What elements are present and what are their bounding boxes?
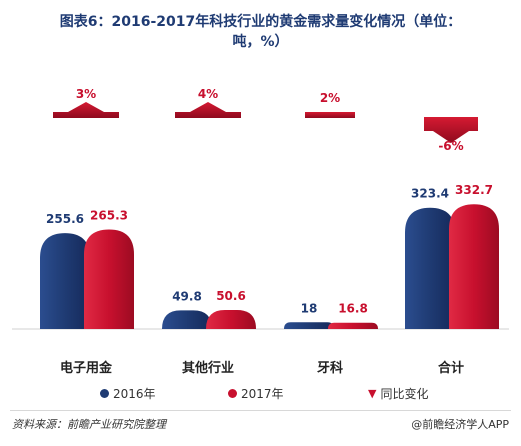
bar-2017-2 [328,322,378,329]
data-label-2017-3: 332.7 [455,183,493,197]
data-label-2017-2: 16.8 [338,302,368,316]
footer-divider [10,410,511,411]
change-label-0: 3% [76,87,96,101]
data-label-2017-1: 50.6 [216,289,246,303]
legend-label-change: 同比变化 [380,387,429,401]
chart-title: 图表6：2016-2017年科技行业的黄金需求量变化情况（单位： 吨，%） [0,12,521,52]
bar-2017-3 [449,204,499,329]
down-arrow-icon: ▼ [368,387,377,400]
data-label-2016-1: 49.8 [172,289,202,303]
change-arrow-2 [305,112,355,118]
change-arrow-0 [53,102,119,118]
legend-item-2016: 2016年 [100,385,156,402]
legend-item-change: ▼ 同比变化 [368,385,428,402]
category-label-1: 其他行业 [182,360,234,376]
change-arrow-1 [175,102,241,118]
legend-swatch-2017 [228,389,237,398]
bar-2017-1 [206,310,256,329]
category-label-2: 牙科 [317,360,343,376]
bar-2017-0 [84,229,134,329]
bar-2016-3 [405,207,455,329]
change-label-3: -6% [438,139,463,153]
change-label-2: 2% [320,91,340,105]
bar-2016-2 [284,322,334,329]
title-line-2: 吨，%） [232,34,289,50]
legend-swatch-2016 [100,389,109,398]
legend-item-2017: 2017年 [228,385,284,402]
change-arrow-3 [424,117,478,143]
category-label-3: 合计 [438,360,464,376]
legend: 2016年 2017年 ▼ 同比变化 [0,385,521,405]
change-label-1: 4% [198,87,218,101]
data-label-2017-0: 265.3 [90,209,128,223]
category-label-0: 电子用金 [60,360,113,376]
brand-credit: @前瞻经济学人APP [411,418,509,431]
bar-2016-0 [40,233,90,329]
data-label-2016-2: 18 [301,301,318,315]
legend-label-2016: 2016年 [113,387,156,401]
legend-label-2017: 2017年 [241,387,284,401]
title-line-1: 图表6：2016-2017年科技行业的黄金需求量变化情况（单位： [59,14,462,30]
data-label-2016-3: 323.4 [411,187,449,201]
bar-2016-1 [162,310,212,329]
source-note: 资料来源：前瞻产业研究院整理 [12,418,166,431]
data-label-2016-0: 255.6 [46,212,84,226]
